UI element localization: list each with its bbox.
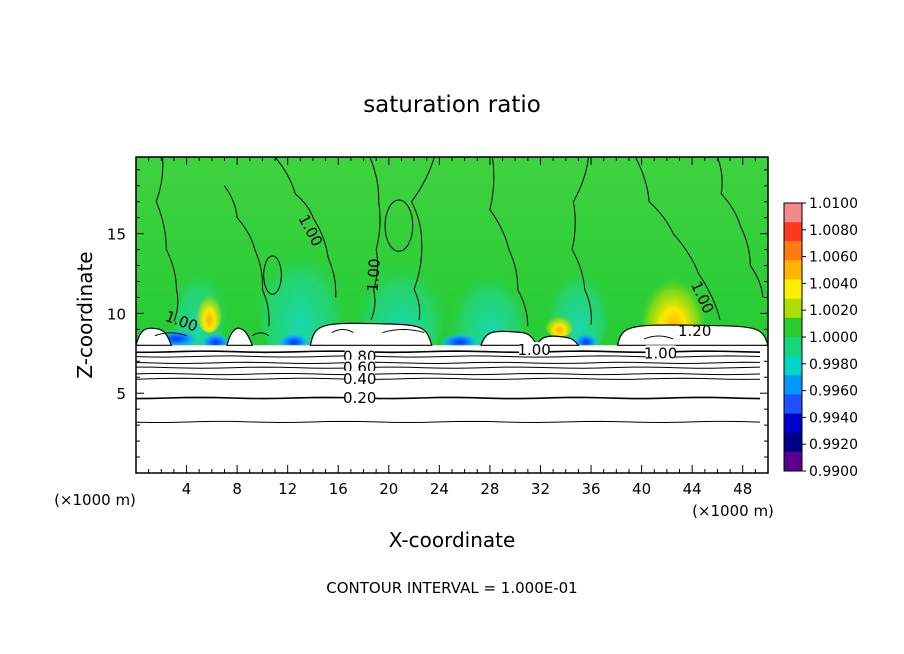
contour-line xyxy=(571,157,592,325)
x-tick-labels: 4 8 12 16 20 24 28 32 36 40 44 48 xyxy=(182,480,752,498)
colorbar-label: 1.0060 xyxy=(809,250,858,266)
contour-line xyxy=(716,157,764,298)
cloud-region xyxy=(136,327,173,346)
contour-label: 0.20 xyxy=(343,389,376,407)
x-unit-left: (×1000 m) xyxy=(54,491,136,509)
contour-label-bg xyxy=(519,342,550,357)
contour-loop xyxy=(263,255,282,295)
plot-area: 1.001.001.001.001.201.00 1.000.800.600.40… xyxy=(136,157,768,473)
contour-label-bg xyxy=(344,370,375,385)
x-tick-label: 44 xyxy=(683,480,702,498)
x-tick-label: 24 xyxy=(430,480,449,498)
cloud-contour xyxy=(331,329,354,333)
contour-line xyxy=(136,366,761,369)
colorbar-swatch xyxy=(784,279,802,300)
cloud-contour xyxy=(154,332,187,337)
colorbar-label: 1.0040 xyxy=(809,276,858,292)
colorbar-swatch xyxy=(784,375,802,395)
x-tick-label: 32 xyxy=(531,480,550,498)
contour-label: 1.00 xyxy=(644,344,677,362)
colorbar-swatch xyxy=(784,432,802,453)
colorbar-swatch xyxy=(784,203,802,223)
x-tick-label: 20 xyxy=(379,480,398,498)
x-tick-label: 8 xyxy=(232,480,242,498)
cloud-contour xyxy=(251,332,270,337)
contour-label-bg xyxy=(344,389,375,404)
contour-label: 0.40 xyxy=(343,370,376,388)
cloud-region xyxy=(616,324,768,346)
colorbar-swatch xyxy=(784,260,802,281)
colorbar-label: 0.9940 xyxy=(809,410,858,426)
colorbar-label: 0.9920 xyxy=(809,437,858,453)
x-tick-label: 12 xyxy=(278,480,297,498)
colorbar-swatch xyxy=(784,222,802,242)
contour-label: 1.00 xyxy=(517,341,550,359)
colorbar-swatch xyxy=(784,241,802,261)
contour-line xyxy=(410,157,435,320)
y-tick-label: 15 xyxy=(107,226,126,244)
y-axis-label: Z-coordinate xyxy=(73,251,97,378)
contour-label-bg xyxy=(645,345,676,360)
y-tick-labels: 5 10 15 xyxy=(107,226,126,404)
cloud-region xyxy=(226,327,254,346)
contour-line xyxy=(369,157,381,320)
x-tick-label: 16 xyxy=(329,480,348,498)
contour-line xyxy=(136,396,761,400)
contour-line xyxy=(136,420,761,424)
contour-label: 1.20 xyxy=(678,322,711,340)
contour-line xyxy=(136,372,761,376)
colorbar-label: 0.9980 xyxy=(809,357,858,373)
colorbar-label: 1.0100 xyxy=(809,196,858,212)
colorbar-swatch xyxy=(784,413,802,434)
contour-line xyxy=(634,157,721,320)
x-axis-label: X-coordinate xyxy=(389,528,516,552)
contour-line xyxy=(136,377,761,380)
colorbar-swatch xyxy=(784,394,802,415)
contour-loop xyxy=(384,199,414,252)
contour-interval-footer: CONTOUR INTERVAL = 1.000E-01 xyxy=(326,579,577,597)
contour-line xyxy=(489,157,529,327)
x-tick-label: 40 xyxy=(632,480,651,498)
colorbar-swatch xyxy=(784,317,802,338)
contour-line xyxy=(224,185,270,327)
contour-label: 1.00 xyxy=(363,258,383,293)
colorbar-label: 0.9960 xyxy=(809,384,858,400)
colorbar-swatch xyxy=(784,337,802,357)
contour-line xyxy=(274,157,337,298)
cloud-contour xyxy=(382,329,425,334)
axis-ticks xyxy=(136,157,768,473)
x-tick-label: 4 xyxy=(182,480,192,498)
cloud-region xyxy=(480,330,538,346)
y-tick-label: 5 xyxy=(116,385,126,403)
colorbar-swatch xyxy=(784,451,802,472)
field-yellow-patch xyxy=(195,281,224,333)
chart-title: saturation ratio xyxy=(363,92,541,118)
x-unit-right: (×1000 m) xyxy=(692,502,774,520)
colorbar: 1.0100 1.0080 1.0060 1.0040 1.0020 1.0000 0.99… xyxy=(783,196,858,480)
lower-region xyxy=(136,345,768,473)
field-yellow-patch xyxy=(544,308,575,338)
contour-label-bg xyxy=(344,348,375,363)
cloud-region xyxy=(309,322,433,346)
x-tick-label: 48 xyxy=(733,480,752,498)
cloud-contour xyxy=(643,335,674,340)
colorbar-swatch xyxy=(784,356,802,376)
colorbar-label: 1.0080 xyxy=(809,223,858,239)
colorbar-label: 1.0020 xyxy=(809,303,858,319)
colorbar-label: 1.0000 xyxy=(809,330,858,346)
y-tick-label: 10 xyxy=(107,305,126,323)
colorbar-swatch xyxy=(784,298,802,319)
x-tick-label: 28 xyxy=(480,480,499,498)
contour-line xyxy=(136,361,761,364)
colorbar-label: 0.9900 xyxy=(809,464,858,480)
x-tick-label: 36 xyxy=(581,480,600,498)
contour-label-bg xyxy=(344,359,375,374)
contour-line xyxy=(155,157,179,322)
